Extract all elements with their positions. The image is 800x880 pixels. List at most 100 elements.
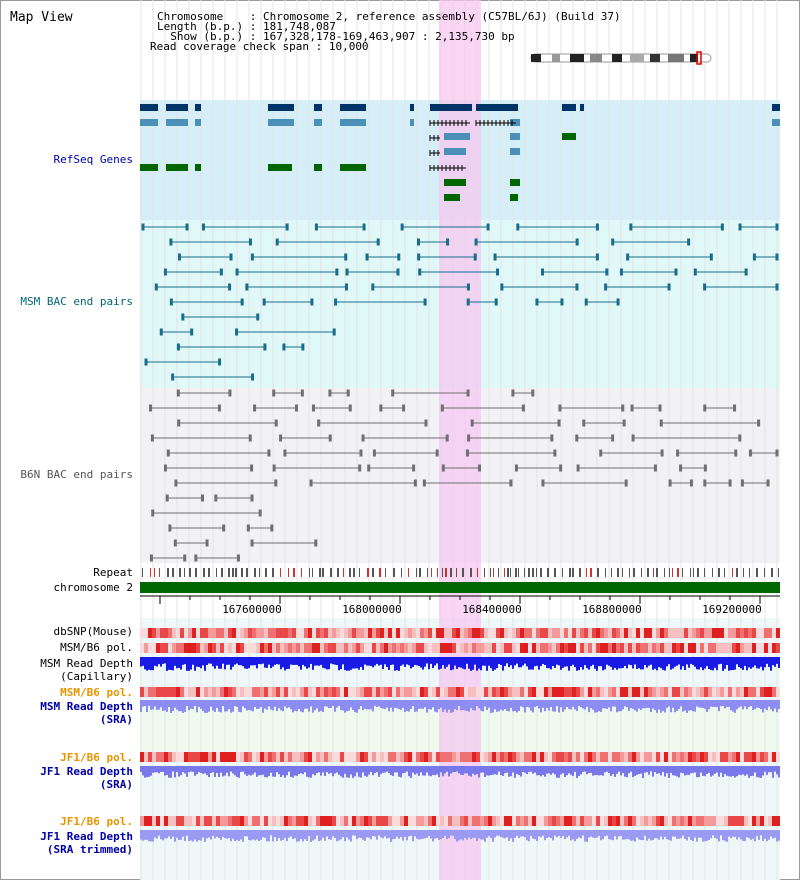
polymorphism-cell	[764, 643, 768, 653]
jf1-depth-sra-bar	[454, 766, 456, 773]
jf1-depth-sra-bar	[720, 766, 722, 773]
msm-depth-sra-bar	[716, 700, 718, 708]
polymorphism-cell	[620, 643, 624, 653]
jf1-depth-trimmed-bar	[526, 830, 528, 841]
polymorphism-cell	[184, 816, 188, 826]
msm-depth-sra-bar	[360, 700, 362, 707]
msm-depth-capillary-bar	[244, 657, 246, 669]
b6n-bac-pair-end	[236, 554, 240, 562]
track-label-jf1-depth-sra[interactable]: JF1 Read Depth	[40, 765, 133, 778]
msm-depth-capillary-bar	[252, 657, 254, 666]
gene-block	[166, 119, 188, 126]
msm-depth-sra-bar	[650, 700, 652, 713]
msm-bac-pair-end	[619, 268, 623, 276]
repeat-mark	[221, 568, 223, 577]
polymorphism-cell	[652, 687, 656, 697]
polymorphism-cell	[608, 643, 612, 653]
jf1-depth-trimmed-bar	[506, 830, 508, 838]
track-label-jf1-pol-1[interactable]: JF1/B6 pol.	[60, 751, 133, 764]
track-label-msm-depth-capillary[interactable]: MSM Read Depth	[40, 657, 133, 670]
polymorphism-cell	[656, 687, 660, 697]
polymorphism-cell	[616, 643, 620, 653]
msm-depth-sra-bar	[536, 700, 538, 707]
jf1-depth-trimmed-bar	[166, 830, 168, 839]
msm-bac-pair-end	[423, 298, 427, 306]
jf1-depth-trimmed-bar	[552, 830, 554, 841]
jf1-depth-sra-bar	[396, 766, 398, 773]
polymorphism-cell	[300, 752, 304, 762]
polymorphism-cell	[292, 752, 296, 762]
jf1-depth-sra-bar	[702, 766, 704, 776]
polymorphism-cell	[364, 752, 368, 762]
repeat-mark	[586, 568, 587, 577]
track-label-msm-pol-2[interactable]: MSM/B6 pol.	[60, 686, 133, 699]
msm-depth-sra-bar	[256, 700, 258, 709]
track-label-msm-bac[interactable]: MSM BAC end pairs	[20, 295, 133, 308]
jf1-depth-sra-bar	[142, 766, 144, 776]
polymorphism-cell	[424, 752, 428, 762]
b6n-bac-pairs[interactable]	[149, 389, 779, 562]
msm-depth-capillary-bar	[770, 657, 772, 671]
msm-depth-capillary-bar	[150, 657, 152, 671]
polymorphism-cell	[376, 628, 380, 638]
track-label-jf1-depth-trimmed[interactable]: JF1 Read Depth	[40, 830, 133, 843]
polymorphism-cell	[172, 816, 176, 826]
repeat-mark	[293, 568, 295, 577]
refseq-gene-features[interactable]	[140, 104, 780, 201]
msm-bac-pairs[interactable]	[141, 223, 779, 381]
jf1-depth-sra-bar	[366, 766, 368, 777]
jf1-depth-trimmed-bar	[248, 830, 250, 840]
jf1-depth-trimmed-bar	[710, 830, 712, 839]
msm-depth-capillary-bar	[428, 657, 430, 670]
repeat-mark	[431, 568, 432, 577]
msm-depth-sra-bar	[582, 700, 584, 709]
gene-block	[444, 133, 470, 140]
jf1-depth-sra-bar	[560, 766, 562, 775]
track-label-jf1-pol-2[interactable]: JF1/B6 pol.	[60, 815, 133, 828]
msm-depth-capillary-bar	[680, 657, 682, 670]
jf1-depth-trimmed-bar	[406, 830, 408, 841]
msm-depth-sra-bar	[318, 700, 320, 712]
polymorphism-cell	[312, 752, 316, 762]
polymorphism-cell	[308, 816, 312, 826]
msm-depth-capillary-bar	[590, 657, 592, 667]
track-label-msm-pol-1[interactable]: MSM/B6 pol.	[60, 641, 133, 654]
jf1-depth-trimmed-bar	[522, 830, 524, 837]
jf1-depth-trimmed-bar	[352, 830, 354, 836]
axis-tick-label: 169200000	[702, 603, 762, 616]
msm-bac-pair-end	[245, 283, 249, 291]
track-label-refseq[interactable]: RefSeq Genes	[53, 153, 133, 166]
msm-depth-sra-bar	[246, 700, 248, 711]
jf1-depth-sra-bar	[444, 766, 446, 774]
polymorphism-cell	[684, 816, 688, 826]
repeat-mark	[167, 568, 169, 577]
track-label-msm-depth-sra[interactable]: MSM Read Depth	[40, 700, 133, 713]
jf1-depth-sra-bar	[368, 766, 370, 775]
track-label-repeat[interactable]: Repeat	[93, 566, 133, 579]
chromosome-ideogram[interactable]	[530, 51, 712, 65]
polymorphism-cell	[476, 816, 480, 826]
msm-depth-sra-bar	[534, 700, 536, 708]
polymorphism-cell	[328, 628, 332, 638]
polymorphism-cell	[548, 643, 552, 653]
jf1-depth-sra-bar	[372, 766, 374, 776]
jf1-depth-trimmed-bar	[686, 830, 688, 841]
polymorphism-cell	[532, 628, 536, 638]
msm-depth-capillary-bar	[584, 657, 586, 666]
jf1-depth-trimmed-bar	[486, 830, 488, 838]
selected-region-highlight[interactable]	[439, 0, 481, 880]
track-label-b6n-bac[interactable]: B6N BAC end pairs	[20, 468, 133, 481]
jf1-depth-trimmed-bar	[220, 830, 222, 840]
polymorphism-cell	[284, 687, 288, 697]
msm-depth-capillary-bar	[602, 657, 604, 671]
jf1-depth-sra-bar	[416, 766, 418, 774]
msm-depth-sra-bar	[176, 700, 178, 710]
polymorphism-cell	[508, 687, 512, 697]
polymorphism-cell	[688, 643, 692, 653]
msm-bac-pair-end	[314, 223, 318, 231]
jf1-depth-trimmed-bar	[758, 830, 760, 840]
track-label-dbsnp[interactable]: dbSNP(Mouse)	[53, 625, 133, 638]
polymorphism-cell	[444, 628, 448, 638]
jf1-depth-trimmed-bar	[262, 830, 264, 838]
polymorphism-cell	[192, 752, 196, 762]
